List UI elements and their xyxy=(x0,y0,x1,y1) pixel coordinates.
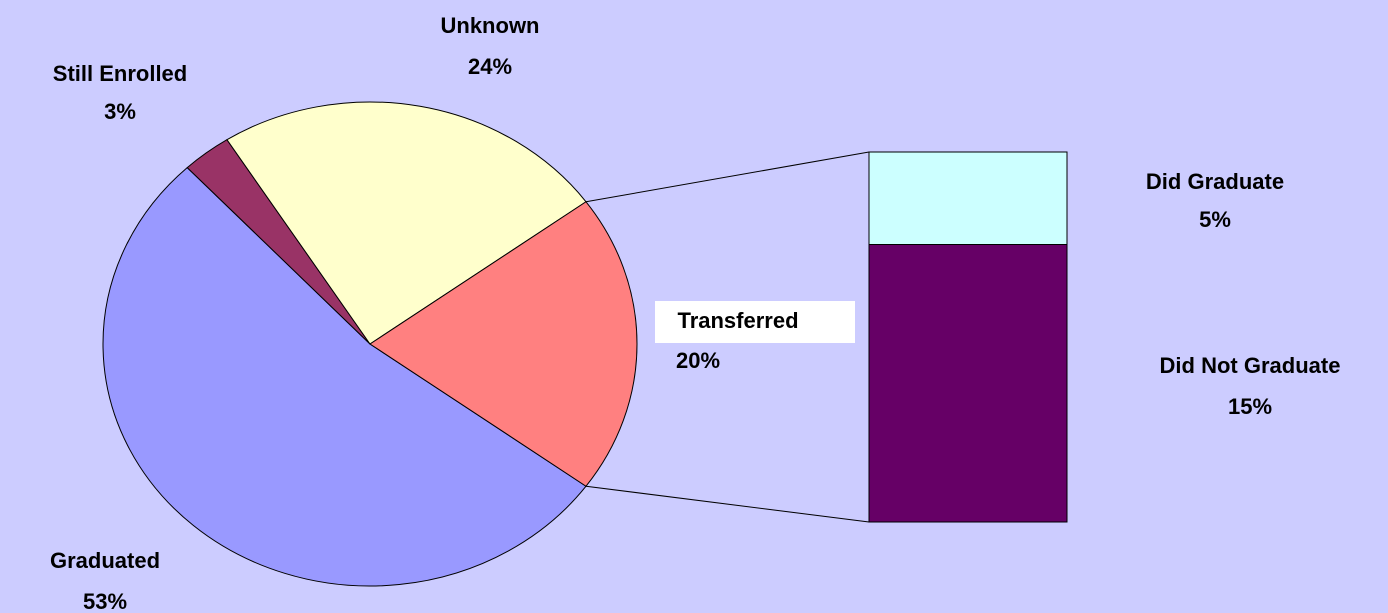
bar-value-label: 5% xyxy=(1199,207,1231,232)
bar-label: Did Not Graduate xyxy=(1160,353,1341,378)
pie-slice xyxy=(226,101,587,345)
slice-label: Graduated xyxy=(50,548,160,573)
slice-value-label: 3% xyxy=(104,99,136,124)
slice-label: Transferred xyxy=(677,308,798,333)
connector xyxy=(585,485,870,523)
slice-label: Unknown xyxy=(441,13,540,38)
bar-label: Did Graduate xyxy=(1146,169,1284,194)
slice-value-label: 53% xyxy=(83,589,127,613)
bar-segment xyxy=(868,244,1068,523)
pie-slice xyxy=(369,201,638,487)
bar-segment xyxy=(868,151,1068,245)
connector xyxy=(585,151,870,203)
pie-slice xyxy=(102,166,587,587)
bar-value-label: 15% xyxy=(1228,394,1272,419)
slice-label: Still Enrolled xyxy=(53,61,187,86)
label-box xyxy=(655,301,855,343)
slice-value-label: 20% xyxy=(676,348,720,373)
slice-value-label: 24% xyxy=(468,54,512,79)
